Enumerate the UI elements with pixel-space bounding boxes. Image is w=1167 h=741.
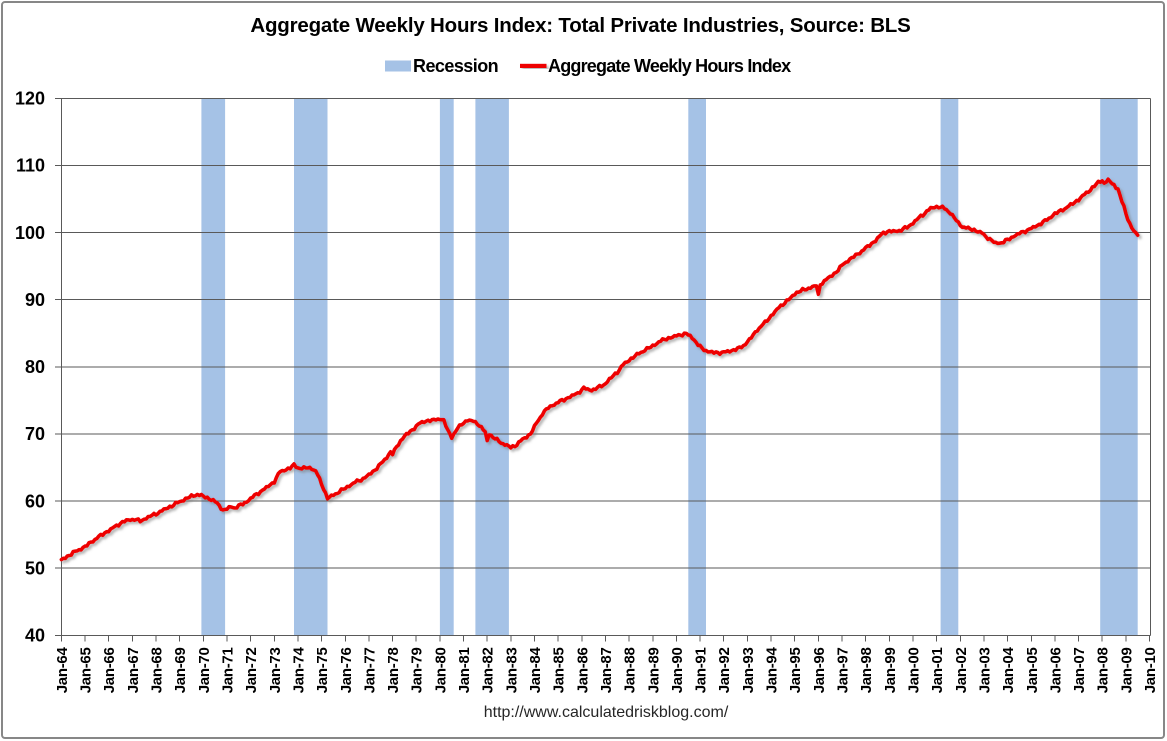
svg-text:Jan-95: Jan-95: [787, 648, 804, 694]
svg-text:Jan-80: Jan-80: [432, 648, 449, 694]
svg-text:Jan-99: Jan-99: [882, 648, 899, 694]
svg-text:110: 110: [16, 156, 45, 176]
svg-text:Jan-69: Jan-69: [172, 648, 189, 694]
svg-text:Jan-65: Jan-65: [78, 648, 95, 694]
svg-text:Jan-09: Jan-09: [1118, 648, 1135, 694]
svg-text:Jan-83: Jan-83: [503, 648, 520, 694]
svg-text:Jan-68: Jan-68: [149, 648, 166, 694]
svg-text:Jan-90: Jan-90: [669, 648, 686, 694]
svg-text:Jan-85: Jan-85: [551, 648, 568, 694]
svg-text:Jan-66: Jan-66: [101, 648, 118, 694]
svg-text:Jan-75: Jan-75: [314, 648, 331, 694]
svg-text:Jan-91: Jan-91: [693, 648, 710, 694]
svg-text:Jan-82: Jan-82: [480, 648, 497, 694]
svg-text:Jan-86: Jan-86: [574, 648, 591, 694]
svg-text:Jan-87: Jan-87: [598, 648, 615, 694]
svg-text:Jan-96: Jan-96: [811, 648, 828, 694]
svg-text:Jan-77: Jan-77: [361, 648, 378, 694]
svg-text:Jan-89: Jan-89: [645, 648, 662, 694]
svg-text:Jan-92: Jan-92: [716, 648, 733, 694]
svg-text:Jan-64: Jan-64: [54, 647, 71, 694]
svg-text:Jan-97: Jan-97: [835, 648, 852, 694]
svg-text:Jan-70: Jan-70: [196, 648, 213, 694]
svg-text:Jan-76: Jan-76: [338, 648, 355, 694]
svg-text:Jan-79: Jan-79: [409, 648, 426, 694]
svg-text:Jan-74: Jan-74: [290, 647, 307, 694]
svg-text:80: 80: [25, 357, 45, 377]
svg-text:Jan-94: Jan-94: [764, 647, 781, 694]
svg-text:Jan-67: Jan-67: [125, 648, 142, 694]
svg-text:Jan-06: Jan-06: [1047, 648, 1064, 694]
svg-text:Jan-05: Jan-05: [1024, 648, 1041, 694]
svg-text:Jan-04: Jan-04: [1000, 647, 1017, 694]
svg-text:120: 120: [15, 89, 45, 109]
svg-text:Jan-02: Jan-02: [953, 648, 970, 694]
svg-text:Jan-07: Jan-07: [1071, 648, 1088, 694]
svg-text:Jan-10: Jan-10: [1142, 648, 1159, 694]
svg-text:Jan-01: Jan-01: [929, 648, 946, 694]
svg-text:50: 50: [25, 559, 45, 579]
svg-text:90: 90: [25, 290, 45, 310]
svg-text:100: 100: [15, 223, 45, 243]
svg-text:Jan-08: Jan-08: [1095, 648, 1112, 694]
svg-text:Jan-84: Jan-84: [527, 647, 544, 694]
svg-text:Jan-98: Jan-98: [858, 648, 875, 694]
svg-text:40: 40: [25, 626, 45, 646]
svg-text:Jan-71: Jan-71: [220, 648, 237, 694]
svg-text:Jan-93: Jan-93: [740, 648, 757, 694]
svg-text:Jan-72: Jan-72: [243, 648, 260, 694]
svg-text:Jan-81: Jan-81: [456, 648, 473, 694]
svg-text:Jan-00: Jan-00: [906, 648, 923, 694]
svg-text:70: 70: [25, 424, 45, 444]
svg-text:60: 60: [25, 491, 45, 511]
svg-text:Jan-88: Jan-88: [622, 648, 639, 694]
svg-text:Jan-78: Jan-78: [385, 648, 402, 694]
svg-text:Jan-03: Jan-03: [976, 648, 993, 694]
svg-text:Jan-73: Jan-73: [267, 648, 284, 694]
